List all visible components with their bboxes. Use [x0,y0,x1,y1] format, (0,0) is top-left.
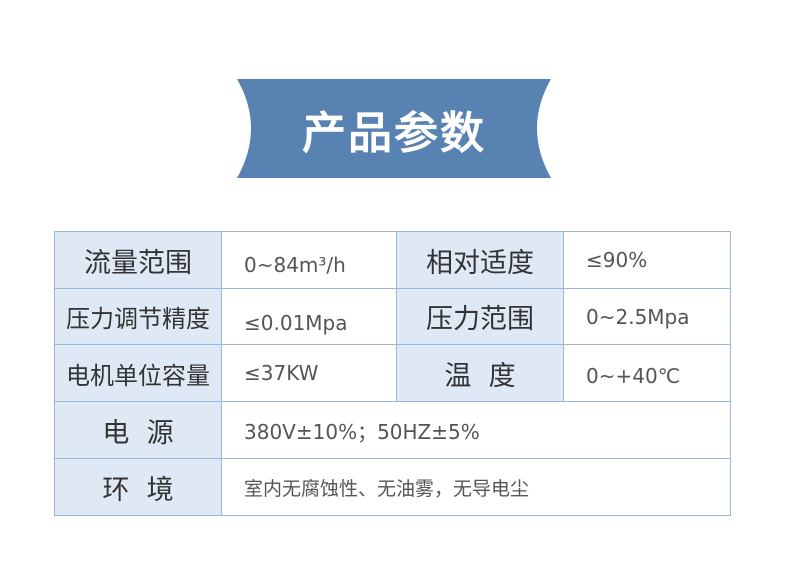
spec-label: 相对适度 [396,231,564,289]
banner-shape [237,79,551,178]
title-banner: 产品参数 [237,79,551,178]
spec-value: 380V±10%；50HZ±5% [221,401,731,459]
spec-value: 室内无腐蚀性、无油雾，无导电尘 [221,458,731,516]
spec-value: 0~+40℃ [563,344,731,402]
spec-value: 0~2.5Mpa [563,288,731,345]
spec-label: 环 境 [54,458,222,516]
spec-value: 0~84m³/h [221,231,397,289]
page-title: 产品参数 [302,107,486,159]
spec-label: 电 源 [54,401,222,459]
spec-label: 压力范围 [396,288,564,345]
spec-label: 流量范围 [54,231,222,289]
spec-value: ≤0.01Mpa [221,288,397,345]
spec-value: ≤37KW [221,344,397,402]
spec-label: 温 度 [396,344,564,402]
spec-value: ≤90% [563,231,731,289]
spec-label: 电机单位容量 [54,344,222,402]
spec-label: 压力调节精度 [54,288,222,345]
